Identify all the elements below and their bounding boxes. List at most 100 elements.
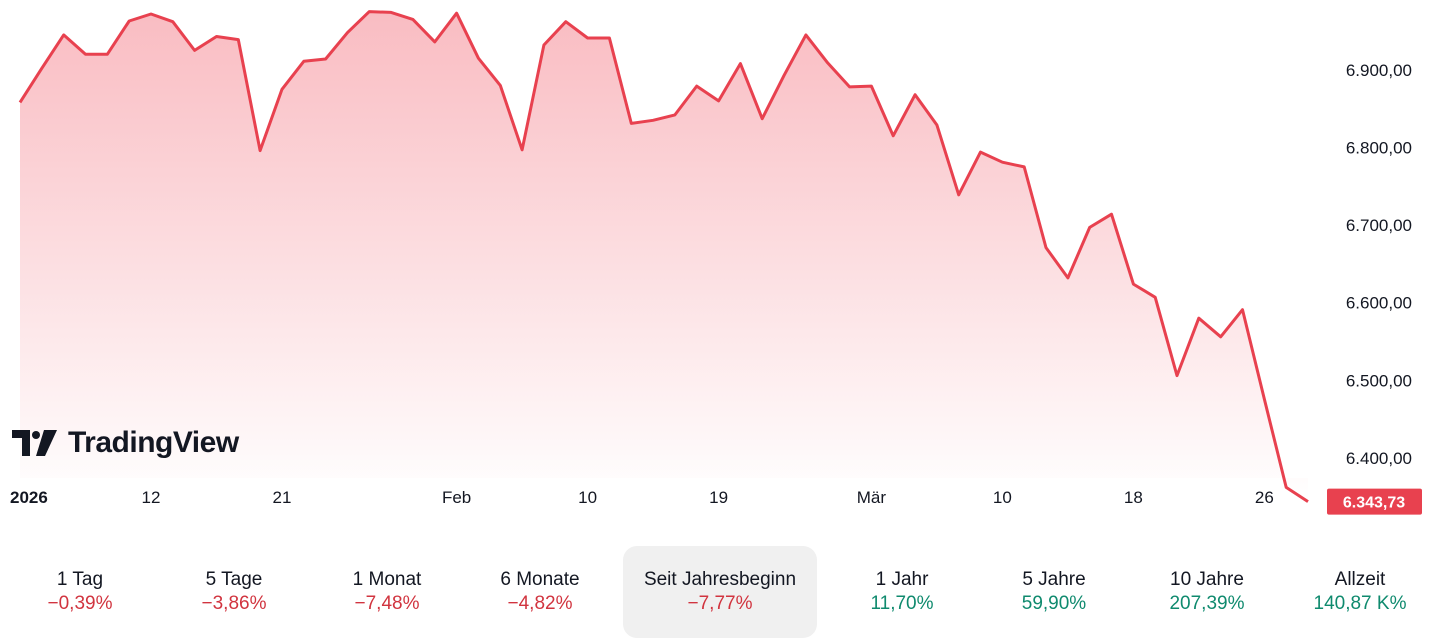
- period-label: 1 Jahr: [875, 569, 929, 590]
- price-point: [477, 57, 479, 59]
- period-tab[interactable]: 1 Tag −0,39%: [5, 546, 155, 638]
- last-value-badge: [1327, 488, 1422, 515]
- y-tick-label: 6.900,00: [1346, 61, 1412, 80]
- x-tick-label: 12: [142, 488, 161, 507]
- price-line-series: [18, 10, 1309, 503]
- x-tick-label: 10: [578, 488, 597, 507]
- period-label: 6 Monate: [500, 569, 580, 590]
- period-tab[interactable]: Seit Jahresbeginn −7,77%: [623, 546, 817, 638]
- tradingview-wordmark: TradingView: [68, 426, 239, 459]
- price-point: [521, 149, 523, 151]
- price-point: [281, 88, 283, 90]
- x-tick-label: Feb: [442, 488, 471, 507]
- price-point: [1001, 161, 1003, 163]
- price-point: [718, 100, 720, 102]
- price-point: [1045, 247, 1047, 249]
- period-change: −3,86%: [201, 593, 267, 614]
- x-tick-label: 2026: [10, 488, 48, 507]
- price-point: [1220, 336, 1222, 338]
- price-point: [390, 11, 392, 13]
- price-point: [456, 12, 458, 14]
- price-area-fill: [20, 11, 1308, 502]
- y-tick-label: 6.700,00: [1346, 216, 1412, 235]
- price-point: [237, 39, 239, 41]
- period-label: 5 Tage: [205, 569, 263, 590]
- price-point: [936, 124, 938, 126]
- tradingview-logo-icon: [12, 430, 57, 456]
- period-change: −7,77%: [687, 593, 753, 614]
- price-point: [19, 101, 21, 103]
- y-tick-label: 6.600,00: [1346, 294, 1412, 313]
- price-point: [1263, 398, 1265, 400]
- period-selector: 1 Tag −0,39% 5 Tage −3,86% 1 Monat −7,48% 6 Mo…: [0, 546, 1433, 640]
- price-point: [696, 85, 698, 87]
- y-tick-label: 6.800,00: [1346, 138, 1412, 157]
- price-point: [172, 21, 174, 23]
- price-point: [1023, 166, 1025, 168]
- period-label: 10 Jahre: [1170, 569, 1244, 590]
- y-tick-label: 6.500,00: [1346, 371, 1412, 390]
- price-point: [1176, 375, 1178, 377]
- price-point: [1242, 309, 1244, 311]
- price-point: [849, 86, 851, 88]
- price-point: [303, 60, 305, 62]
- price-point: [827, 62, 829, 64]
- price-point: [1285, 486, 1287, 488]
- period-tab[interactable]: 1 Monat −7,48%: [312, 546, 462, 638]
- period-tab[interactable]: 10 Jahre 207,39%: [1132, 546, 1282, 638]
- price-point: [608, 37, 610, 39]
- period-tab[interactable]: Allzeit 140,87 K%: [1285, 546, 1433, 638]
- price-point: [84, 53, 86, 55]
- price-point: [543, 44, 545, 46]
- price-point: [1307, 501, 1309, 503]
- last-value-label: 6.343,73: [1327, 488, 1422, 515]
- price-point: [63, 34, 65, 36]
- price-point: [892, 135, 894, 137]
- price-point: [565, 21, 567, 23]
- period-tab[interactable]: 5 Jahre 59,90%: [979, 546, 1129, 638]
- period-label: 5 Jahre: [1022, 569, 1086, 590]
- period-change: −0,39%: [47, 593, 113, 614]
- price-point: [761, 118, 763, 120]
- period-tab[interactable]: 5 Tage −3,86%: [159, 546, 309, 638]
- x-tick-label: 26: [1255, 488, 1274, 507]
- price-point: [630, 122, 632, 124]
- price-point: [1132, 283, 1134, 285]
- period-label: 1 Tag: [56, 569, 104, 590]
- period-change: 59,90%: [1021, 593, 1087, 614]
- period-tab[interactable]: 1 Jahr 11,70%: [827, 546, 977, 638]
- price-point: [805, 34, 807, 36]
- y-tick-label: 6.400,00: [1346, 449, 1412, 468]
- price-point: [1089, 226, 1091, 228]
- price-point: [783, 74, 785, 76]
- price-point: [150, 13, 152, 15]
- price-point: [499, 84, 501, 86]
- price-point: [128, 20, 130, 22]
- price-point: [434, 41, 436, 43]
- period-change: 11,70%: [870, 593, 934, 614]
- tradingview-logo[interactable]: TradingView: [12, 426, 239, 460]
- price-point: [368, 11, 370, 13]
- price-point: [215, 35, 217, 37]
- period-change: −4,82%: [507, 593, 573, 614]
- price-point: [739, 63, 741, 65]
- price-point: [870, 85, 872, 87]
- price-point: [1154, 296, 1156, 298]
- price-point: [106, 53, 108, 55]
- period-change: 207,39%: [1169, 593, 1245, 614]
- period-label: 1 Monat: [352, 569, 422, 590]
- price-point: [325, 58, 327, 60]
- x-tick-label: 18: [1124, 488, 1143, 507]
- price-point: [1111, 213, 1113, 215]
- price-chart[interactable]: 6.400,00 6.500,00 6.600,00 6.700,00 6.800,00…: [0, 0, 1433, 520]
- price-point: [346, 32, 348, 34]
- x-tick-label: Mär: [857, 488, 887, 507]
- price-point: [958, 194, 960, 196]
- period-change: 140,87 K%: [1313, 593, 1407, 614]
- y-axis: 6.400,00 6.500,00 6.600,00 6.700,00 6.800,00…: [1346, 61, 1412, 468]
- x-axis: 2026 12 21 Feb 10 19 Mär 10 18 26: [10, 488, 1274, 507]
- period-label: Seit Jahresbeginn: [643, 569, 797, 590]
- price-point: [587, 37, 589, 39]
- period-tab[interactable]: 6 Monate −4,82%: [465, 546, 615, 638]
- price-point: [914, 94, 916, 96]
